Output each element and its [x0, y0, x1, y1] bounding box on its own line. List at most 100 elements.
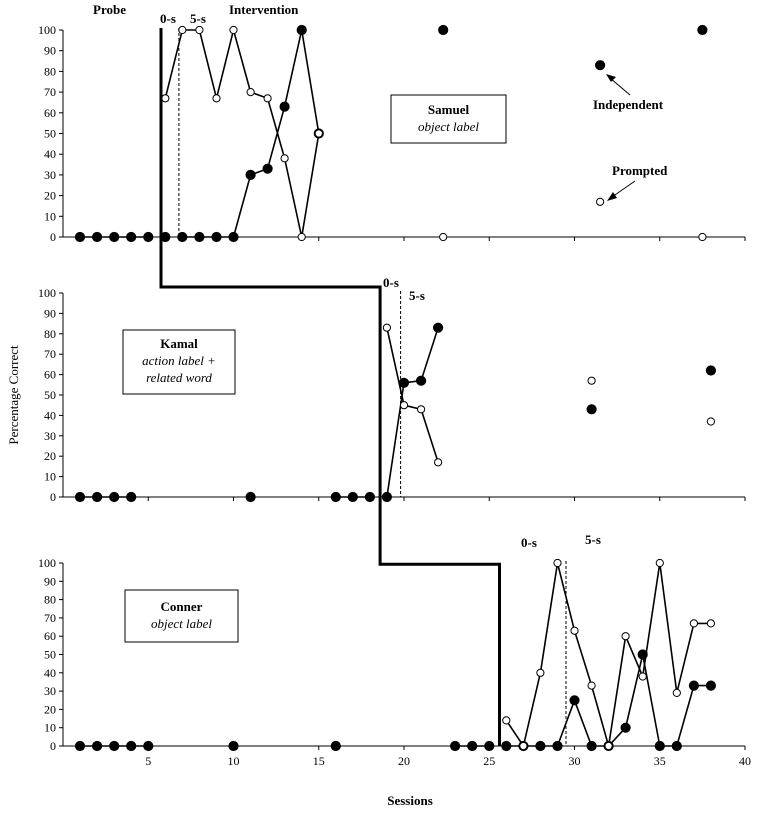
- point-independent: [143, 231, 154, 243]
- y-tick-label: 60: [44, 106, 56, 120]
- phase-label-probe: Probe: [93, 2, 126, 17]
- x-tick-label: 20: [398, 754, 410, 768]
- point-independent: [433, 322, 444, 333]
- x-tick-label: 10: [228, 754, 240, 768]
- participant-target: object label: [418, 119, 479, 134]
- series-line-independent: [182, 29, 320, 238]
- y-tick-label: 80: [44, 327, 56, 341]
- point-prompted: [655, 558, 664, 568]
- y-tick-label: 10: [44, 209, 56, 223]
- point-prompted: [596, 197, 605, 206]
- annotation-independent-text: Independent: [593, 97, 664, 112]
- y-tick-label: 20: [44, 449, 56, 463]
- point-prompted: [195, 25, 204, 35]
- x-tick-label: 15: [313, 754, 325, 768]
- point-independent: [586, 404, 597, 415]
- point-independent: [697, 24, 708, 36]
- phase-label-0s: 0-s: [160, 11, 176, 26]
- y-tick-label: 90: [44, 44, 56, 58]
- y-tick-label: 70: [44, 347, 56, 361]
- y-tick-label: 40: [44, 666, 56, 680]
- point-independent: [364, 491, 375, 503]
- point-independent: [74, 491, 86, 503]
- point-independent: [381, 491, 392, 503]
- annotation-prompted: Prompted: [607, 163, 668, 201]
- point-prompted: [439, 232, 448, 242]
- phase-label-intervention: Intervention: [229, 2, 299, 17]
- point-independent: [586, 740, 597, 752]
- point-prompted: [212, 94, 221, 103]
- participant-target-line2: related word: [146, 370, 212, 385]
- y-tick-label: 60: [44, 629, 56, 643]
- y-tick-label: 90: [44, 574, 56, 588]
- point-prompted: [280, 154, 289, 163]
- point-prompted: [553, 558, 562, 568]
- y-tick-label: 100: [38, 286, 56, 300]
- y-tick-label: 20: [44, 702, 56, 716]
- point-independent: [109, 491, 120, 503]
- point-independent: [92, 231, 103, 243]
- y-tick-label: 70: [44, 85, 56, 99]
- x-tick-label: 40: [739, 754, 751, 768]
- x-tick-label: 35: [654, 754, 666, 768]
- series-line-prompted: [505, 562, 711, 748]
- point-independent: [279, 101, 290, 112]
- point-independent: [228, 740, 239, 752]
- participant-name: Kamal: [160, 336, 198, 351]
- point-independent: [245, 169, 256, 180]
- point-independent: [595, 60, 606, 71]
- point-independent: [228, 231, 239, 243]
- point-prompted: [621, 632, 630, 641]
- y-tick-label: 30: [44, 168, 56, 182]
- point-independent: [705, 680, 717, 691]
- point-independent: [126, 740, 137, 752]
- phase-label-5s: 5-s: [190, 11, 206, 26]
- point-independent: [262, 163, 273, 174]
- y-tick-label: 50: [44, 127, 56, 141]
- point-independent: [398, 377, 410, 388]
- point-prompted: [382, 323, 391, 332]
- series-line-prompted: [386, 327, 439, 463]
- point-independent: [637, 649, 648, 660]
- point-independent: [143, 740, 154, 752]
- point-independent: [535, 740, 546, 752]
- point-prompted: [587, 376, 596, 385]
- y-tick-label: 80: [44, 64, 56, 78]
- point-independent: [620, 722, 631, 733]
- panel-conner: 0 10 20 30 40 50 60 70 80 90 100 5 10 15 20 25 30 35 40 0-…: [38, 532, 751, 768]
- y-tick-label: 20: [44, 189, 56, 203]
- participant-label-kamal: Kamal action label + related word: [122, 329, 236, 395]
- y-tick-label: 0: [50, 490, 56, 504]
- annotation-prompted-text: Prompted: [612, 163, 668, 178]
- point-prompted: [706, 417, 716, 426]
- point-prompted: [161, 94, 170, 103]
- panel-kamal-lines: [80, 327, 439, 498]
- point-independent: [705, 365, 717, 376]
- point-prompted: [314, 129, 323, 138]
- point-independent: [654, 740, 665, 752]
- point-independent: [416, 375, 427, 386]
- y-tick-label: 80: [44, 593, 56, 607]
- y-tick-label: 60: [44, 368, 56, 382]
- participant-name: Conner: [161, 599, 203, 614]
- y-tick-label: 40: [44, 408, 56, 422]
- x-tick-label: 25: [483, 754, 495, 768]
- y-tick-label: 100: [38, 556, 56, 570]
- series-line-prompted: [164, 26, 320, 238]
- point-independent: [74, 740, 86, 752]
- point-independent: [347, 491, 358, 503]
- panel-conner-points: [74, 558, 717, 752]
- point-independent: [194, 231, 205, 243]
- point-independent: [450, 740, 461, 752]
- point-prompted: [434, 458, 443, 467]
- point-independent: [92, 491, 103, 503]
- point-prompted: [638, 672, 647, 681]
- y-tick-label: 40: [44, 147, 56, 161]
- point-independent: [211, 231, 222, 243]
- y-tick-label: 30: [44, 684, 56, 698]
- point-prompted: [706, 619, 716, 628]
- phase-label-5s: 5-s: [409, 288, 425, 303]
- y-axis-label: Percentage Correct: [6, 345, 21, 445]
- point-independent: [501, 740, 512, 752]
